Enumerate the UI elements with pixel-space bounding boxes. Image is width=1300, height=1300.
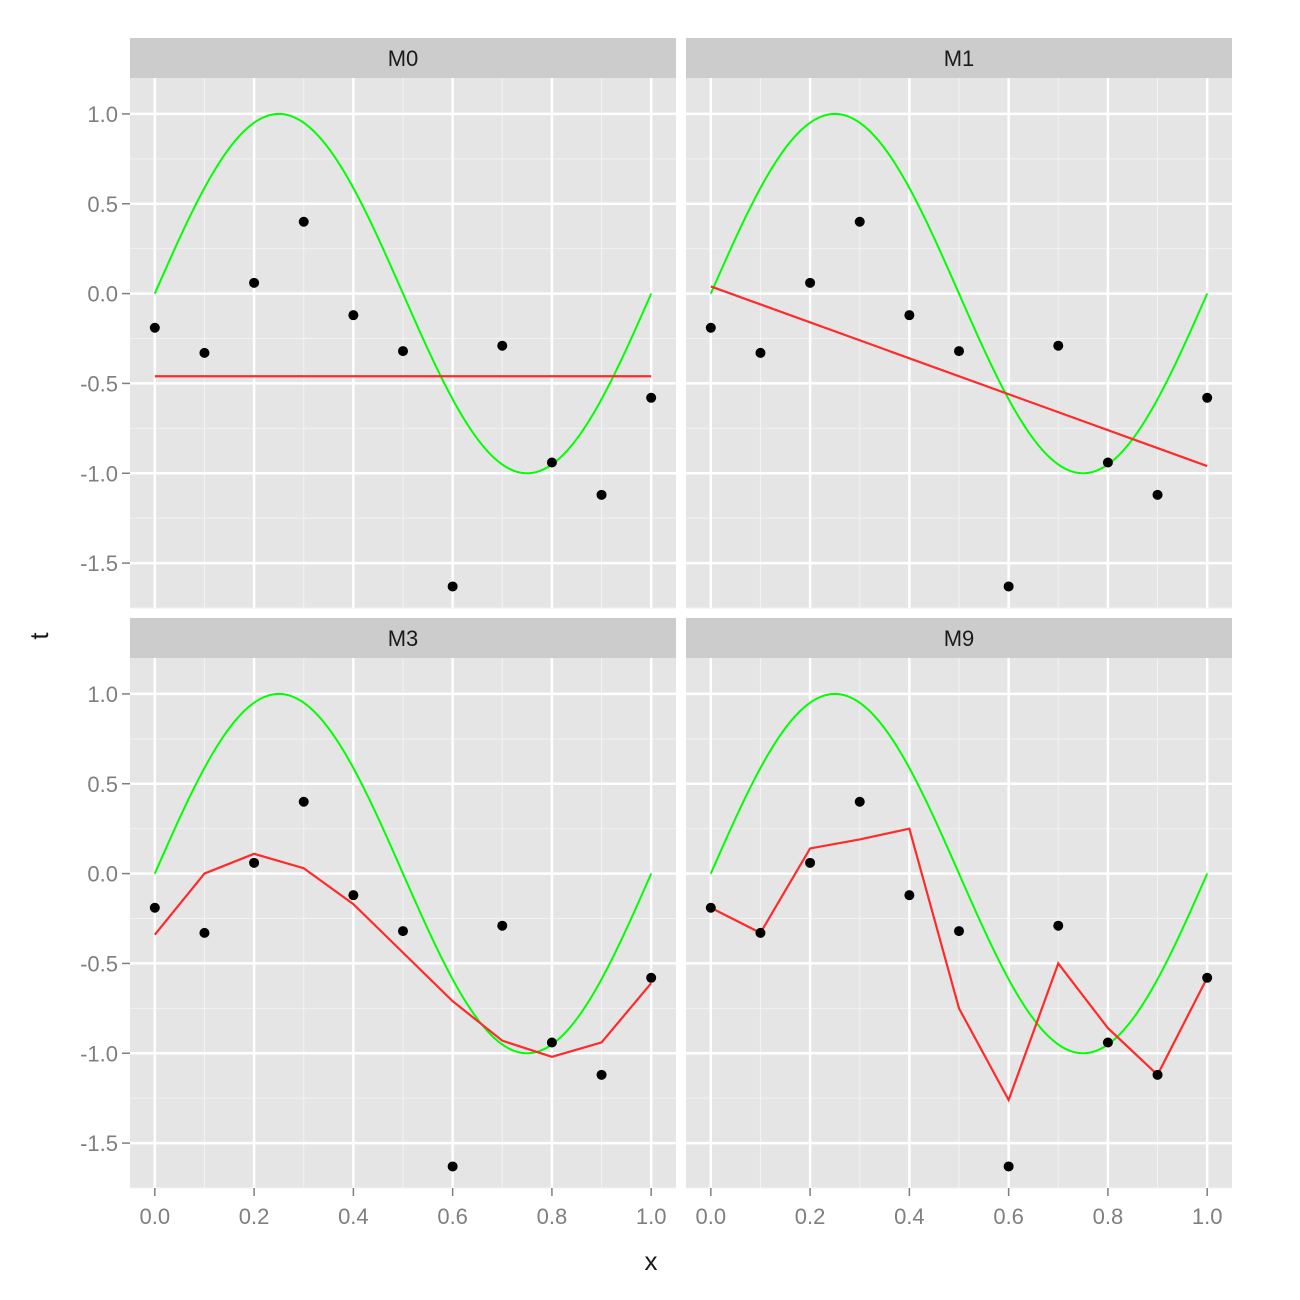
facet-strip-label: M1 xyxy=(944,46,975,71)
y-tick-label: 0.0 xyxy=(87,862,118,887)
x-tick-label: 0.2 xyxy=(239,1204,270,1229)
data-point xyxy=(755,927,766,938)
x-axis-title: x xyxy=(645,1246,658,1276)
y-tick-label: -1.5 xyxy=(80,1131,118,1156)
data-point xyxy=(1102,1037,1113,1048)
true-function-line xyxy=(153,112,653,475)
data-point xyxy=(904,890,915,901)
y-tick-label: -1.5 xyxy=(80,551,118,576)
data-point xyxy=(497,920,508,931)
data-point xyxy=(705,322,716,333)
y-tick-label: -1.0 xyxy=(80,1041,118,1066)
facet-strip xyxy=(130,38,676,78)
y-tick-label: -1.0 xyxy=(80,461,118,486)
data-point xyxy=(149,322,160,333)
facet-panel-m3: M3 1.0 0.5 0.0 -0.5 -1.0 -1.5 0.0 0.2 0.4 0.6 0.8 1.… xyxy=(80,618,676,1229)
data-point xyxy=(546,457,557,468)
data-point xyxy=(1053,340,1064,351)
facet-panel-m0: M0 1.0 0.5 0.0 -0.5 -1.0 -1.5 xyxy=(80,38,676,609)
facet-strip xyxy=(130,618,676,658)
data-point xyxy=(199,347,210,358)
fitted-line xyxy=(710,827,1209,1103)
facet-panel-m1: M1 xyxy=(686,38,1232,609)
data-point xyxy=(904,310,915,321)
data-point xyxy=(1003,581,1014,592)
true-function-line xyxy=(153,692,653,1055)
data-point xyxy=(755,347,766,358)
data-point xyxy=(1003,1161,1014,1172)
data-point xyxy=(646,972,657,983)
y-tick-label: 0.5 xyxy=(87,772,118,797)
data-point xyxy=(854,216,865,227)
data-point xyxy=(249,277,260,288)
x-tick-label: 0.0 xyxy=(140,1204,171,1229)
data-point xyxy=(348,890,359,901)
x-tick-label: 0.8 xyxy=(1093,1204,1124,1229)
x-tick-label: 0.6 xyxy=(437,1204,468,1229)
data-point xyxy=(1152,489,1163,500)
fitted-line xyxy=(710,285,1208,468)
y-tick-label: -0.5 xyxy=(80,371,118,396)
y-tick-label: 1.0 xyxy=(87,682,118,707)
data-point xyxy=(398,346,408,357)
y-tick-label: 0.5 xyxy=(87,192,118,217)
data-point xyxy=(249,857,260,868)
plot-area xyxy=(705,112,1213,592)
data-point xyxy=(646,392,657,403)
x-tick-label: 0.6 xyxy=(993,1204,1024,1229)
data-point xyxy=(596,1069,607,1080)
data-point xyxy=(1053,920,1064,931)
fitted-line xyxy=(153,852,653,1059)
data-point xyxy=(447,581,458,592)
x-tick-label: 0.4 xyxy=(338,1204,369,1229)
x-tick-label: 1.0 xyxy=(1192,1204,1223,1229)
true-function-line xyxy=(709,692,1209,1055)
y-tick-label: 1.0 xyxy=(87,102,118,127)
facet-strip xyxy=(686,618,1232,658)
x-tick-label: 0.4 xyxy=(894,1204,925,1229)
data-point xyxy=(398,926,408,937)
data-point xyxy=(348,310,359,321)
plot-area xyxy=(149,692,657,1172)
facet-strip-label: M3 xyxy=(388,626,419,651)
data-point xyxy=(854,796,865,807)
y-axis-title: t xyxy=(24,632,54,640)
data-point xyxy=(705,902,716,913)
data-point xyxy=(149,902,160,913)
panels: M0 1.0 0.5 0.0 -0.5 -1.0 -1.5 M1 M3 1.0 0.5 0.0 -0.5… xyxy=(80,38,1232,1229)
data-point xyxy=(954,926,964,937)
facet-panel-m9: M9 0.0 0.2 0.4 0.6 0.8 1.0 xyxy=(686,618,1232,1229)
x-tick-label: 0.0 xyxy=(696,1204,727,1229)
gridlines xyxy=(130,78,676,609)
facet-strip-label: M0 xyxy=(388,46,419,71)
data-point xyxy=(1102,457,1113,468)
data-point xyxy=(546,1037,557,1048)
facet-strip-label: M9 xyxy=(944,626,975,651)
facet-strip xyxy=(686,38,1232,78)
data-point xyxy=(805,857,816,868)
data-point xyxy=(447,1161,458,1172)
data-point xyxy=(596,489,607,500)
data-point xyxy=(1202,392,1213,403)
data-point xyxy=(199,927,210,938)
y-tick-label: -0.5 xyxy=(80,951,118,976)
gridlines xyxy=(686,78,1232,609)
x-tick-label: 0.2 xyxy=(795,1204,826,1229)
x-tick-label: 1.0 xyxy=(636,1204,667,1229)
data-point xyxy=(1202,972,1213,983)
data-point xyxy=(497,340,508,351)
data-point xyxy=(1152,1069,1163,1080)
plot-area xyxy=(705,692,1213,1172)
gridlines xyxy=(130,658,676,1189)
data-point xyxy=(805,277,816,288)
plot-area xyxy=(149,112,657,592)
data-point xyxy=(954,346,964,357)
true-function-line xyxy=(709,112,1209,475)
x-tick-label: 0.8 xyxy=(537,1204,568,1229)
data-point xyxy=(298,216,309,227)
data-point xyxy=(298,796,309,807)
y-tick-label: 0.0 xyxy=(87,282,118,307)
